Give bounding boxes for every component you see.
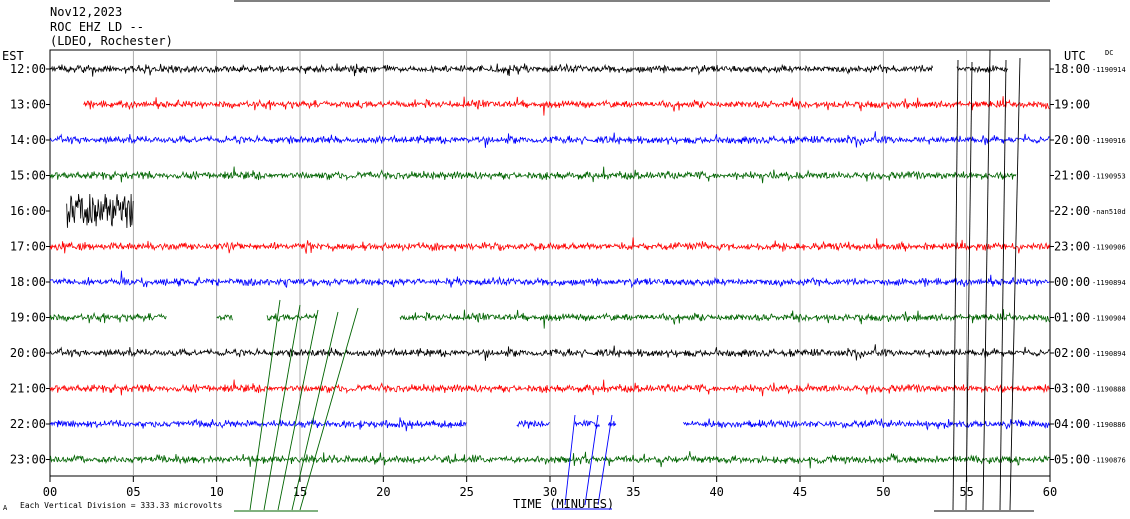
est-row-label: 19:00 bbox=[10, 311, 46, 325]
trace-segment bbox=[607, 421, 617, 427]
dc-offset-label: -1190886 bbox=[1092, 421, 1126, 429]
dc-offset-label: -nan510d bbox=[1092, 208, 1126, 216]
dc-offset-label: -1190953 bbox=[1092, 173, 1126, 181]
trace-segment bbox=[49, 344, 1050, 361]
x-axis-title: TIME (MINUTES) bbox=[513, 497, 614, 511]
x-tick-label: 40 bbox=[709, 485, 723, 499]
utc-row-label: 21:00 bbox=[1054, 169, 1090, 183]
x-tick-label: 60 bbox=[1043, 485, 1057, 499]
trace-segment bbox=[956, 65, 1009, 74]
est-row-label: 22:00 bbox=[10, 417, 46, 431]
est-row-label: 14:00 bbox=[10, 133, 46, 147]
event-spike-line bbox=[291, 311, 339, 511]
dc-offset-label: -1190914 bbox=[1092, 66, 1126, 74]
utc-row-label: 19:00 bbox=[1054, 98, 1090, 112]
scale-mark: A bbox=[3, 504, 8, 512]
x-tick-label: 00 bbox=[43, 485, 57, 499]
dc-label: DC bbox=[1105, 49, 1113, 57]
trace-segment bbox=[49, 270, 1050, 289]
header-station: ROC EHZ LD -- bbox=[50, 20, 144, 34]
trace-segment bbox=[399, 309, 1050, 329]
dc-offset-label: -1190906 bbox=[1092, 244, 1126, 252]
event-spike-line bbox=[1009, 57, 1021, 511]
minute-gridlines bbox=[132, 50, 968, 476]
trace-segment bbox=[682, 418, 1050, 431]
event-spikes bbox=[249, 49, 1021, 511]
est-row-label: 13:00 bbox=[10, 98, 46, 112]
event-spike-line bbox=[564, 414, 576, 506]
x-tick-label: 10 bbox=[209, 485, 223, 499]
event-spike-line bbox=[263, 304, 301, 511]
dc-offset-label: -1190894 bbox=[1092, 350, 1126, 358]
scale-note: Each Vertical Division = 333.33 microvol… bbox=[20, 501, 222, 510]
x-tick-label: 25 bbox=[459, 485, 473, 499]
est-row-label: 18:00 bbox=[10, 275, 46, 289]
event-spike-line bbox=[965, 61, 973, 511]
trace-segment bbox=[574, 419, 600, 430]
utc-row-label: 18:00 bbox=[1054, 62, 1090, 76]
utc-row-label: 02:00 bbox=[1054, 346, 1090, 360]
x-tick-label: 20 bbox=[376, 485, 390, 499]
x-tick-label: 15 bbox=[293, 485, 307, 499]
trace-segment bbox=[49, 131, 1050, 148]
event-spike-line bbox=[597, 414, 613, 506]
trace-segment bbox=[49, 379, 1050, 397]
dc-offset-label: -1190888 bbox=[1092, 386, 1126, 394]
trace-segment bbox=[49, 451, 1050, 469]
dc-offset-label: -1190916 bbox=[1092, 137, 1126, 145]
utc-row-label: 04:00 bbox=[1054, 417, 1090, 431]
trace-segment bbox=[66, 193, 134, 229]
event-spike-line bbox=[277, 309, 319, 511]
est-row-label: 12:00 bbox=[10, 62, 46, 76]
header-date: Nov12,2023 bbox=[50, 5, 122, 19]
trace-segment bbox=[49, 311, 167, 324]
event-spike-line bbox=[982, 49, 991, 511]
event-spike-line bbox=[584, 414, 599, 506]
est-row-label: 16:00 bbox=[10, 204, 46, 218]
utc-row-label: 00:00 bbox=[1054, 275, 1090, 289]
header-network: (LDEO, Rochester) bbox=[50, 34, 173, 48]
utc-row-label: 22:00 bbox=[1054, 204, 1090, 218]
event-spike-line bbox=[999, 59, 1007, 511]
x-tick-label: 45 bbox=[793, 485, 807, 499]
est-row-label: 15:00 bbox=[10, 169, 46, 183]
trace-segment bbox=[49, 166, 1017, 184]
event-spike-line bbox=[249, 299, 281, 511]
x-tick-label: 05 bbox=[126, 485, 140, 499]
est-row-label: 23:00 bbox=[10, 453, 46, 467]
utc-axis-title: UTC bbox=[1064, 49, 1086, 63]
utc-row-label: 01:00 bbox=[1054, 311, 1090, 325]
x-tick-label: 30 bbox=[543, 485, 557, 499]
trace-segment bbox=[516, 419, 550, 429]
x-axis-ticks: 00051015202530354045505560 bbox=[43, 476, 1057, 499]
utc-row-label: 23:00 bbox=[1054, 240, 1090, 254]
est-row-label: 20:00 bbox=[10, 346, 46, 360]
seismic-traces bbox=[49, 63, 1050, 469]
utc-row-label: 20:00 bbox=[1054, 133, 1090, 147]
x-tick-label: 50 bbox=[876, 485, 890, 499]
trace-segment bbox=[49, 237, 1050, 254]
utc-row-label: 03:00 bbox=[1054, 382, 1090, 396]
utc-row-label: 05:00 bbox=[1054, 453, 1090, 467]
est-row-label: 17:00 bbox=[10, 240, 46, 254]
dc-offset-label: -1190904 bbox=[1092, 315, 1126, 323]
x-tick-label: 35 bbox=[626, 485, 640, 499]
dc-offset-label: -1190894 bbox=[1092, 279, 1126, 287]
trace-segment bbox=[49, 63, 934, 77]
est-row-label: 21:00 bbox=[10, 382, 46, 396]
trace-segment bbox=[49, 417, 467, 432]
dc-offset-label: -1190876 bbox=[1092, 457, 1126, 465]
est-axis-title: EST bbox=[2, 49, 24, 63]
event-spike-line bbox=[299, 307, 359, 511]
trace-segment bbox=[266, 312, 317, 322]
trace-segment bbox=[216, 314, 234, 321]
trace-segment bbox=[83, 96, 1050, 116]
event-spike-line bbox=[952, 59, 959, 511]
